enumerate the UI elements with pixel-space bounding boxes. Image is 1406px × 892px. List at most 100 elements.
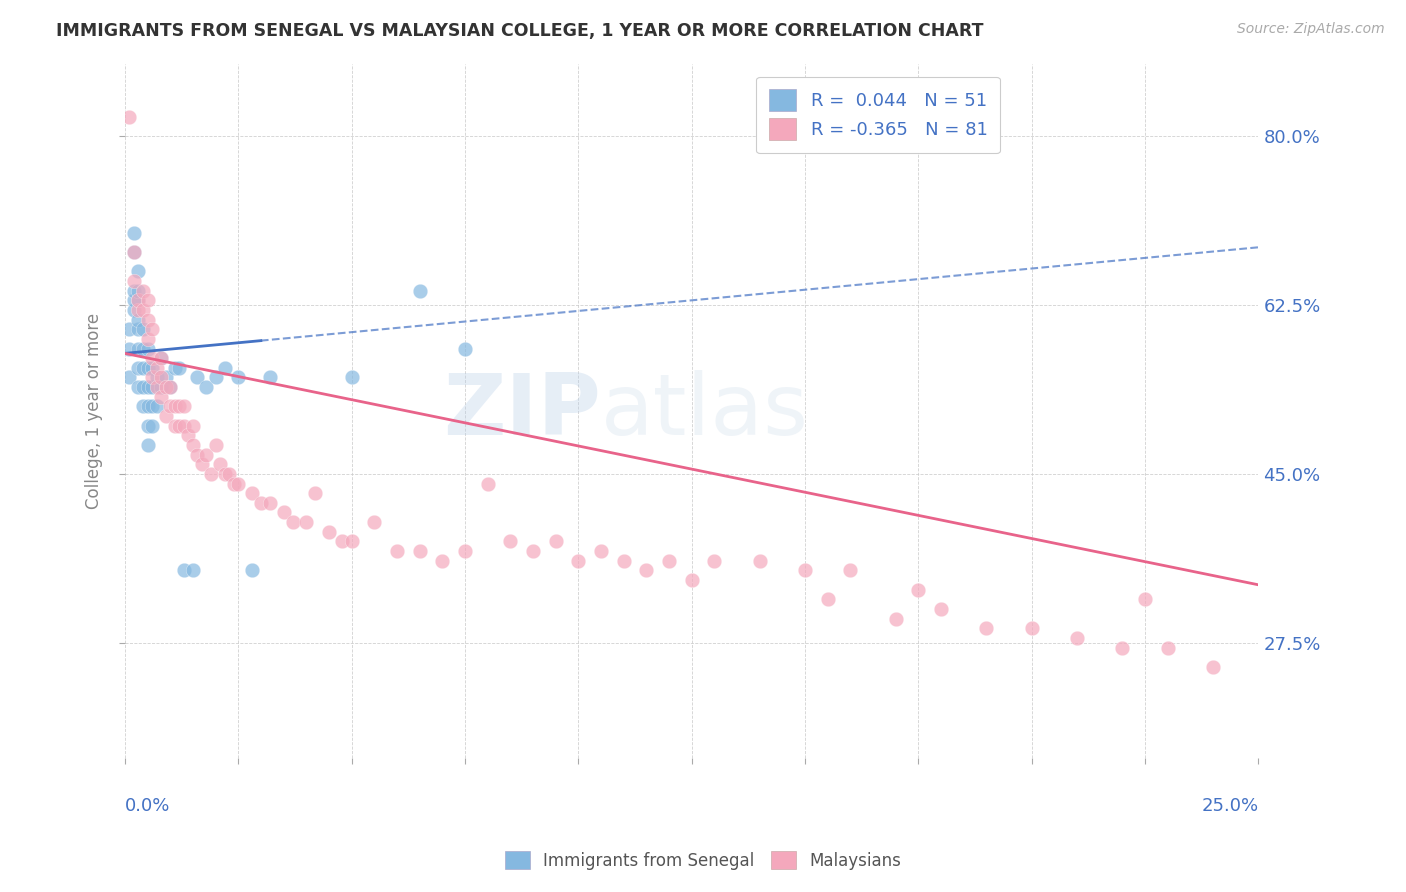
Point — [127, 312, 149, 326]
Point — [209, 457, 232, 471]
Point — [703, 554, 725, 568]
Text: ZIP: ZIP — [443, 369, 600, 453]
Point — [127, 342, 149, 356]
Point — [127, 322, 149, 336]
Point — [155, 409, 177, 423]
Point — [191, 457, 214, 471]
Point — [222, 476, 245, 491]
Point — [145, 400, 167, 414]
Point — [226, 476, 249, 491]
Point — [340, 370, 363, 384]
Point — [155, 370, 177, 384]
Point — [167, 360, 190, 375]
Point — [1021, 621, 1043, 635]
Point — [122, 274, 145, 288]
Point — [136, 332, 159, 346]
Point — [907, 582, 929, 597]
Point — [181, 438, 204, 452]
Legend: Immigrants from Senegal, Malaysians: Immigrants from Senegal, Malaysians — [498, 845, 908, 877]
Point — [127, 380, 149, 394]
Point — [976, 621, 998, 635]
Point — [118, 110, 141, 124]
Point — [132, 342, 155, 356]
Point — [195, 448, 218, 462]
Point — [150, 380, 173, 394]
Point — [132, 380, 155, 394]
Point — [145, 370, 167, 384]
Point — [127, 284, 149, 298]
Point — [159, 380, 181, 394]
Point — [214, 360, 236, 375]
Point — [304, 486, 326, 500]
Point — [186, 370, 208, 384]
Text: IMMIGRANTS FROM SENEGAL VS MALAYSIAN COLLEGE, 1 YEAR OR MORE CORRELATION CHART: IMMIGRANTS FROM SENEGAL VS MALAYSIAN COL… — [56, 22, 984, 40]
Point — [150, 351, 173, 366]
Point — [132, 303, 155, 318]
Point — [636, 563, 658, 577]
Point — [132, 284, 155, 298]
Point — [127, 264, 149, 278]
Point — [794, 563, 817, 577]
Point — [332, 534, 354, 549]
Point — [318, 524, 340, 539]
Point — [929, 602, 952, 616]
Point — [145, 360, 167, 375]
Point — [259, 496, 281, 510]
Point — [1202, 660, 1225, 674]
Text: 0.0%: 0.0% — [125, 797, 170, 815]
Point — [132, 360, 155, 375]
Point — [136, 360, 159, 375]
Point — [163, 418, 186, 433]
Point — [1157, 640, 1180, 655]
Point — [658, 554, 681, 568]
Text: Source: ZipAtlas.com: Source: ZipAtlas.com — [1237, 22, 1385, 37]
Text: 25.0%: 25.0% — [1201, 797, 1258, 815]
Point — [454, 342, 477, 356]
Point — [226, 370, 249, 384]
Point — [589, 544, 612, 558]
Point — [145, 380, 167, 394]
Point — [141, 322, 163, 336]
Point — [214, 467, 236, 481]
Point — [159, 380, 181, 394]
Point — [127, 293, 149, 308]
Point — [141, 418, 163, 433]
Point — [1111, 640, 1133, 655]
Point — [136, 312, 159, 326]
Point — [127, 293, 149, 308]
Point — [839, 563, 862, 577]
Point — [340, 534, 363, 549]
Point — [613, 554, 636, 568]
Point — [136, 400, 159, 414]
Legend: R =  0.044   N = 51, R = -0.365   N = 81: R = 0.044 N = 51, R = -0.365 N = 81 — [756, 77, 1000, 153]
Point — [240, 486, 263, 500]
Point — [122, 245, 145, 260]
Point — [127, 303, 149, 318]
Point — [1133, 592, 1156, 607]
Point — [273, 506, 295, 520]
Point — [136, 418, 159, 433]
Point — [127, 360, 149, 375]
Y-axis label: College, 1 year or more: College, 1 year or more — [86, 313, 103, 509]
Point — [186, 448, 208, 462]
Point — [385, 544, 408, 558]
Point — [499, 534, 522, 549]
Point — [141, 370, 163, 384]
Point — [181, 418, 204, 433]
Point — [136, 380, 159, 394]
Point — [884, 611, 907, 625]
Point — [122, 226, 145, 240]
Point — [136, 293, 159, 308]
Point — [295, 515, 318, 529]
Point — [141, 400, 163, 414]
Point — [817, 592, 839, 607]
Point — [748, 554, 770, 568]
Point — [155, 380, 177, 394]
Point — [454, 544, 477, 558]
Point — [159, 400, 181, 414]
Point — [122, 284, 145, 298]
Point — [259, 370, 281, 384]
Point — [150, 351, 173, 366]
Point — [132, 400, 155, 414]
Point — [150, 390, 173, 404]
